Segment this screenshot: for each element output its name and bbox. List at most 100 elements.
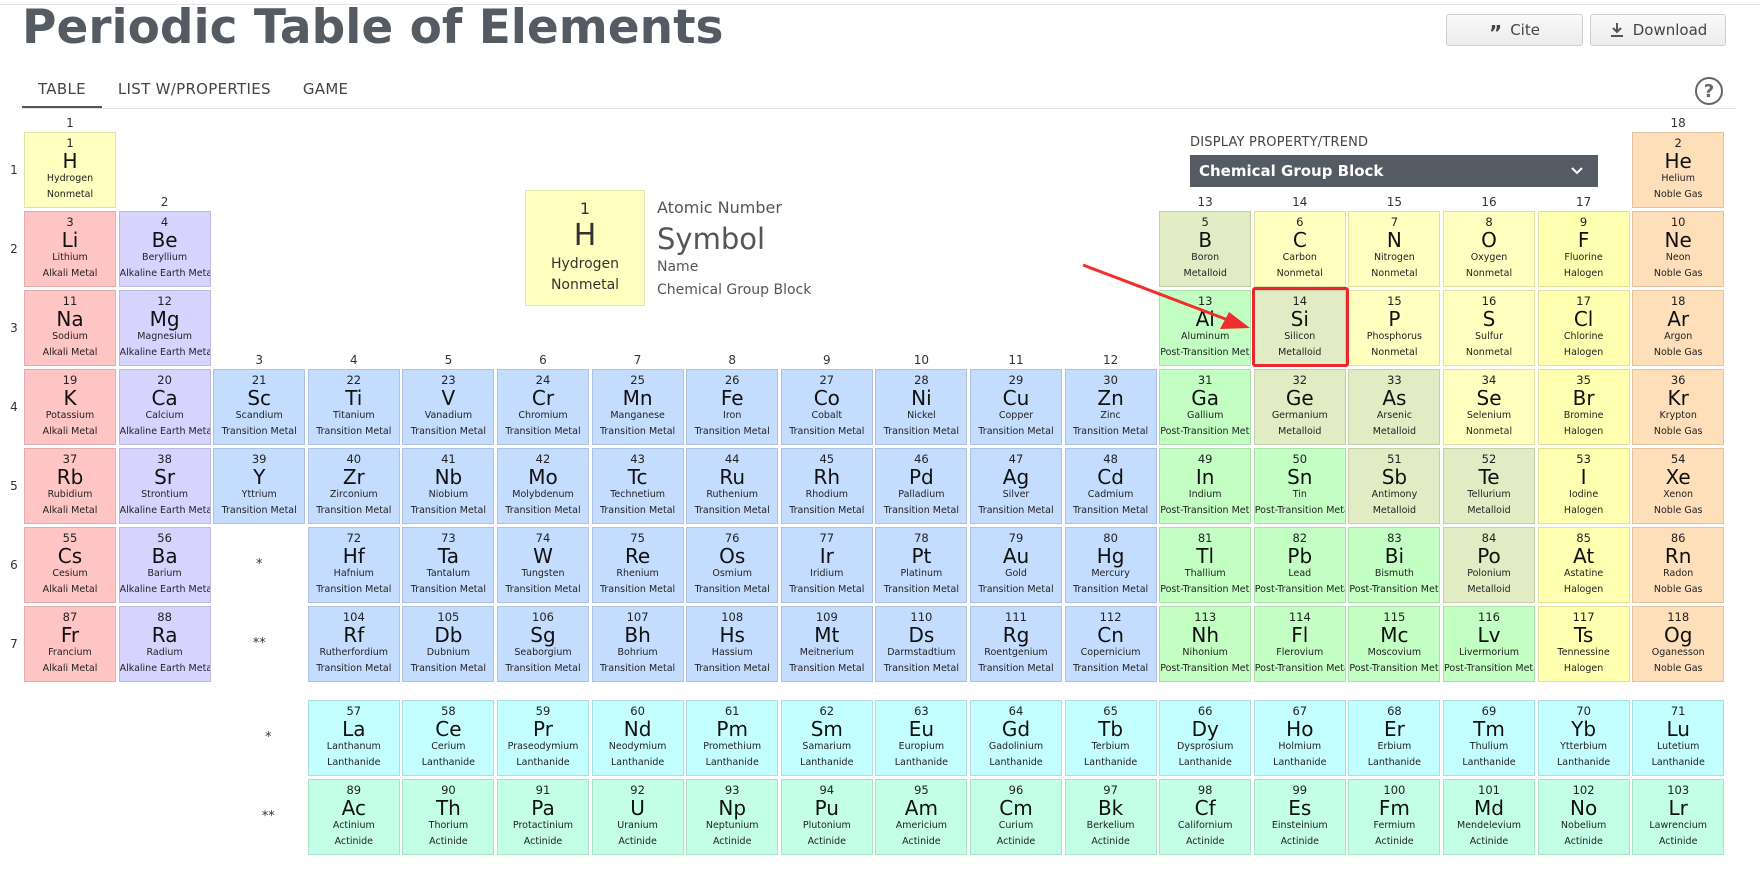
element-cell-cl[interactable]: 17 Cl Chlorine Halogen <box>1537 290 1630 366</box>
element-cell-zr[interactable]: 40 Zr Zirconium Transition Metal <box>307 448 400 524</box>
element-cell-p[interactable]: 15 P Phosphorus Nonmetal <box>1348 290 1441 366</box>
element-cell-ba[interactable]: 56 Ba Barium Alkaline Earth Metal <box>118 527 211 603</box>
element-cell-ag[interactable]: 47 Ag Silver Transition Metal <box>970 448 1062 524</box>
element-cell-ra[interactable]: 88 Ra Radium Alkaline Earth Metal <box>118 606 211 682</box>
element-cell-nd[interactable]: 60 Nd Neodymium Lanthanide <box>591 700 684 776</box>
element-cell-cm[interactable]: 96 Cm Curium Actinide <box>970 779 1062 855</box>
element-cell-sm[interactable]: 62 Sm Samarium Lanthanide <box>780 700 873 776</box>
element-cell-dy[interactable]: 66 Dy Dysprosium Lanthanide <box>1159 700 1252 776</box>
element-cell-as[interactable]: 33 As Arsenic Metalloid <box>1348 369 1441 445</box>
element-cell-f[interactable]: 9 F Fluorine Halogen <box>1537 211 1630 287</box>
element-cell-co[interactable]: 27 Co Cobalt Transition Metal <box>780 369 873 445</box>
element-cell-nh[interactable]: 113 Nh Nihonium Post-Transition Metal <box>1159 606 1252 682</box>
element-cell-al[interactable]: 13 Al Aluminum Post-Transition Metal <box>1159 290 1252 366</box>
element-cell-tm[interactable]: 69 Tm Thulium Lanthanide <box>1443 700 1535 776</box>
element-cell-ce[interactable]: 58 Ce Cerium Lanthanide <box>402 700 495 776</box>
element-cell-si[interactable]: 14 Si Silicon Metalloid <box>1253 290 1346 366</box>
element-cell-ar[interactable]: 18 Ar Argon Noble Gas <box>1632 290 1725 366</box>
help-icon[interactable]: ? <box>1695 77 1723 105</box>
element-cell-u[interactable]: 92 U Uranium Actinide <box>591 779 684 855</box>
element-cell-no[interactable]: 102 No Nobelium Actinide <box>1537 779 1630 855</box>
element-cell-pt[interactable]: 78 Pt Platinum Transition Metal <box>875 527 968 603</box>
element-cell-te[interactable]: 52 Te Tellurium Metalloid <box>1443 448 1535 524</box>
display-property-select[interactable]: Chemical Group Block <box>1190 155 1598 187</box>
element-cell-mc[interactable]: 115 Mc Moscovium Post-Transition Metal <box>1348 606 1441 682</box>
download-button[interactable]: Download <box>1590 14 1726 46</box>
element-cell-ac[interactable]: 89 Ac Actinium Actinide <box>307 779 400 855</box>
element-cell-o[interactable]: 8 O Oxygen Nonmetal <box>1443 211 1535 287</box>
element-cell-sc[interactable]: 21 Sc Scandium Transition Metal <box>213 369 306 445</box>
element-cell-gd[interactable]: 64 Gd Gadolinium Lanthanide <box>970 700 1062 776</box>
element-cell-s[interactable]: 16 S Sulfur Nonmetal <box>1443 290 1535 366</box>
element-cell-rh[interactable]: 45 Rh Rhodium Transition Metal <box>780 448 873 524</box>
element-cell-h[interactable]: 1 H Hydrogen Nonmetal <box>24 132 116 208</box>
tab-game[interactable]: GAME <box>302 80 349 98</box>
element-cell-re[interactable]: 75 Re Rhenium Transition Metal <box>591 527 684 603</box>
element-cell-np[interactable]: 93 Np Neptunium Actinide <box>686 779 779 855</box>
element-cell-hg[interactable]: 80 Hg Mercury Transition Metal <box>1064 527 1157 603</box>
element-cell-ir[interactable]: 77 Ir Iridium Transition Metal <box>780 527 873 603</box>
element-cell-db[interactable]: 105 Db Dubnium Transition Metal <box>402 606 495 682</box>
element-cell-th[interactable]: 90 Th Thorium Actinide <box>402 779 495 855</box>
element-cell-k[interactable]: 19 K Potassium Alkali Metal <box>24 369 116 445</box>
element-cell-in[interactable]: 49 In Indium Post-Transition Metal <box>1159 448 1252 524</box>
element-cell-y[interactable]: 39 Y Yttrium Transition Metal <box>213 448 306 524</box>
element-cell-rg[interactable]: 111 Rg Roentgenium Transition Metal <box>970 606 1062 682</box>
element-cell-au[interactable]: 79 Au Gold Transition Metal <box>970 527 1062 603</box>
element-cell-ga[interactable]: 31 Ga Gallium Post-Transition Metal <box>1159 369 1252 445</box>
element-cell-ta[interactable]: 73 Ta Tantalum Transition Metal <box>402 527 495 603</box>
element-cell-er[interactable]: 68 Er Erbium Lanthanide <box>1348 700 1441 776</box>
element-cell-tc[interactable]: 43 Tc Technetium Transition Metal <box>591 448 684 524</box>
element-cell-xe[interactable]: 54 Xe Xenon Noble Gas <box>1632 448 1725 524</box>
element-cell-lu[interactable]: 71 Lu Lutetium Lanthanide <box>1632 700 1725 776</box>
element-cell-ne[interactable]: 10 Ne Neon Noble Gas <box>1632 211 1725 287</box>
element-cell-mn[interactable]: 25 Mn Manganese Transition Metal <box>591 369 684 445</box>
element-cell-cr[interactable]: 24 Cr Chromium Transition Metal <box>497 369 589 445</box>
element-cell-br[interactable]: 35 Br Bromine Halogen <box>1537 369 1630 445</box>
element-cell-pr[interactable]: 59 Pr Praseodymium Lanthanide <box>497 700 589 776</box>
element-cell-c[interactable]: 6 C Carbon Nonmetal <box>1253 211 1346 287</box>
element-cell-bi[interactable]: 83 Bi Bismuth Post-Transition Metal <box>1348 527 1441 603</box>
element-cell-ts[interactable]: 117 Ts Tennessine Halogen <box>1537 606 1630 682</box>
element-cell-la[interactable]: 57 La Lanthanum Lanthanide <box>307 700 400 776</box>
element-cell-sr[interactable]: 38 Sr Strontium Alkaline Earth Metal <box>118 448 211 524</box>
element-cell-pb[interactable]: 82 Pb Lead Post-Transition Metal <box>1253 527 1346 603</box>
element-cell-se[interactable]: 34 Se Selenium Nonmetal <box>1443 369 1535 445</box>
element-cell-ds[interactable]: 110 Ds Darmstadtium Transition Metal <box>875 606 968 682</box>
element-cell-cd[interactable]: 48 Cd Cadmium Transition Metal <box>1064 448 1157 524</box>
element-cell-rn[interactable]: 86 Rn Radon Noble Gas <box>1632 527 1725 603</box>
element-cell-hs[interactable]: 108 Hs Hassium Transition Metal <box>686 606 779 682</box>
element-cell-cu[interactable]: 29 Cu Copper Transition Metal <box>970 369 1062 445</box>
element-cell-yb[interactable]: 70 Yb Ytterbium Lanthanide <box>1537 700 1630 776</box>
element-cell-cs[interactable]: 55 Cs Cesium Alkali Metal <box>24 527 116 603</box>
element-cell-li[interactable]: 3 Li Lithium Alkali Metal <box>24 211 116 287</box>
element-cell-tb[interactable]: 65 Tb Terbium Lanthanide <box>1064 700 1157 776</box>
tab-table[interactable]: TABLE <box>22 76 102 109</box>
cite-button[interactable]: ” Cite <box>1446 14 1583 46</box>
element-cell-rf[interactable]: 104 Rf Rutherfordium Transition Metal <box>307 606 400 682</box>
element-cell-be[interactable]: 4 Be Beryllium Alkaline Earth Metal <box>118 211 211 287</box>
element-cell-fl[interactable]: 114 Fl Flerovium Post-Transition Metal <box>1253 606 1346 682</box>
element-cell-cf[interactable]: 98 Cf Californium Actinide <box>1159 779 1252 855</box>
element-cell-tl[interactable]: 81 Tl Thallium Post-Transition Metal <box>1159 527 1252 603</box>
element-cell-mg[interactable]: 12 Mg Magnesium Alkaline Earth Metal <box>118 290 211 366</box>
element-cell-bk[interactable]: 97 Bk Berkelium Actinide <box>1064 779 1157 855</box>
element-cell-pm[interactable]: 61 Pm Promethium Lanthanide <box>686 700 779 776</box>
tab-list-with-properties[interactable]: LIST W/PROPERTIES <box>117 80 271 98</box>
element-cell-am[interactable]: 95 Am Americium Actinide <box>875 779 968 855</box>
element-cell-eu[interactable]: 63 Eu Europium Lanthanide <box>875 700 968 776</box>
element-cell-fm[interactable]: 100 Fm Fermium Actinide <box>1348 779 1441 855</box>
element-cell-ho[interactable]: 67 Ho Holmium Lanthanide <box>1253 700 1346 776</box>
element-cell-ni[interactable]: 28 Ni Nickel Transition Metal <box>875 369 968 445</box>
element-cell-i[interactable]: 53 I Iodine Halogen <box>1537 448 1630 524</box>
element-cell-pu[interactable]: 94 Pu Plutonium Actinide <box>780 779 873 855</box>
element-cell-cn[interactable]: 112 Cn Copernicium Transition Metal <box>1064 606 1157 682</box>
element-cell-sg[interactable]: 106 Sg Seaborgium Transition Metal <box>497 606 589 682</box>
element-cell-zn[interactable]: 30 Zn Zinc Transition Metal <box>1064 369 1157 445</box>
element-cell-he[interactable]: 2 He Helium Noble Gas <box>1632 132 1725 208</box>
element-cell-ca[interactable]: 20 Ca Calcium Alkaline Earth Metal <box>118 369 211 445</box>
element-cell-pd[interactable]: 46 Pd Palladium Transition Metal <box>875 448 968 524</box>
element-cell-hf[interactable]: 72 Hf Hafnium Transition Metal <box>307 527 400 603</box>
element-cell-w[interactable]: 74 W Tungsten Transition Metal <box>497 527 589 603</box>
element-cell-na[interactable]: 11 Na Sodium Alkali Metal <box>24 290 116 366</box>
